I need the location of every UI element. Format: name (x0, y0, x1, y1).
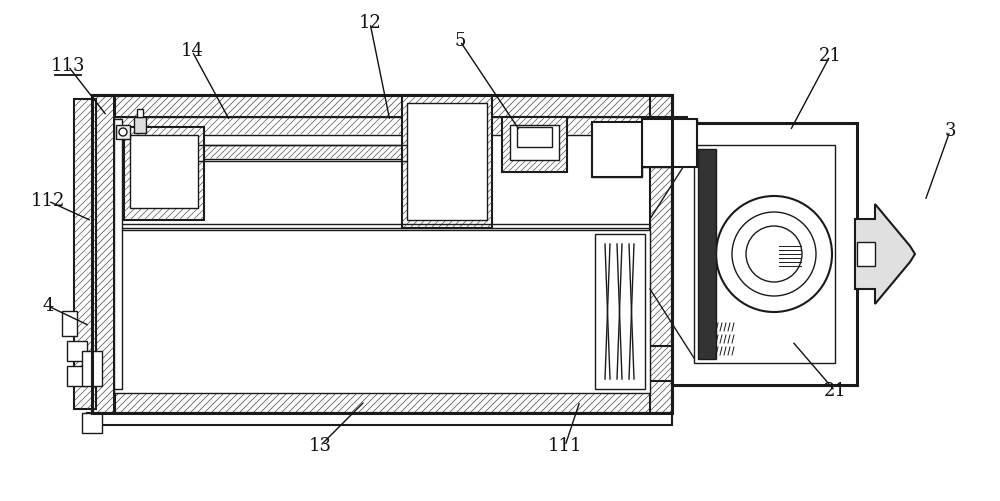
Bar (139, 145, 442, 159)
Bar (510, 125, 559, 160)
Bar (92, 95, 114, 413)
Text: 113: 113 (51, 57, 85, 75)
Bar (674, 125, 694, 383)
Bar (650, 346, 687, 381)
Bar (134, 117, 146, 133)
Text: 13: 13 (308, 437, 332, 455)
Bar (114, 117, 650, 135)
Bar (137, 109, 143, 117)
Bar (517, 127, 552, 147)
Bar (674, 125, 855, 145)
Bar (592, 122, 642, 177)
Bar (650, 95, 672, 413)
Bar (698, 149, 716, 359)
Bar (82, 413, 102, 433)
Text: 12: 12 (359, 14, 381, 32)
Bar (595, 234, 645, 389)
Circle shape (732, 212, 816, 296)
Bar (124, 127, 204, 220)
Bar (402, 95, 492, 228)
Bar (592, 122, 642, 177)
Bar (672, 123, 857, 385)
Bar (92, 391, 672, 413)
Bar (857, 242, 875, 266)
Bar (116, 125, 130, 139)
Bar (694, 145, 835, 363)
Bar (642, 119, 697, 167)
Text: 14: 14 (181, 42, 203, 60)
Text: 112: 112 (31, 192, 65, 210)
Bar (82, 351, 102, 386)
Circle shape (716, 196, 832, 312)
Bar (674, 363, 855, 383)
Bar (642, 119, 697, 167)
Bar (74, 99, 96, 409)
Bar (87, 413, 672, 425)
Text: 21: 21 (819, 47, 841, 65)
Circle shape (746, 226, 802, 282)
Bar (130, 135, 198, 208)
Text: 4: 4 (42, 297, 54, 315)
Bar (67, 366, 87, 386)
Bar (67, 341, 87, 361)
Bar (835, 125, 855, 383)
Text: 21: 21 (824, 382, 846, 400)
Bar (502, 117, 567, 172)
Bar (114, 119, 122, 389)
Bar (114, 230, 650, 393)
Bar (407, 103, 487, 220)
Bar (650, 117, 687, 152)
Text: 3: 3 (944, 122, 956, 140)
Text: 111: 111 (548, 437, 582, 455)
Bar (92, 95, 672, 413)
Bar (92, 95, 672, 117)
Circle shape (119, 128, 127, 136)
Text: 5: 5 (454, 32, 466, 50)
Polygon shape (855, 204, 915, 304)
Bar (62, 311, 77, 336)
Bar (118, 234, 646, 389)
